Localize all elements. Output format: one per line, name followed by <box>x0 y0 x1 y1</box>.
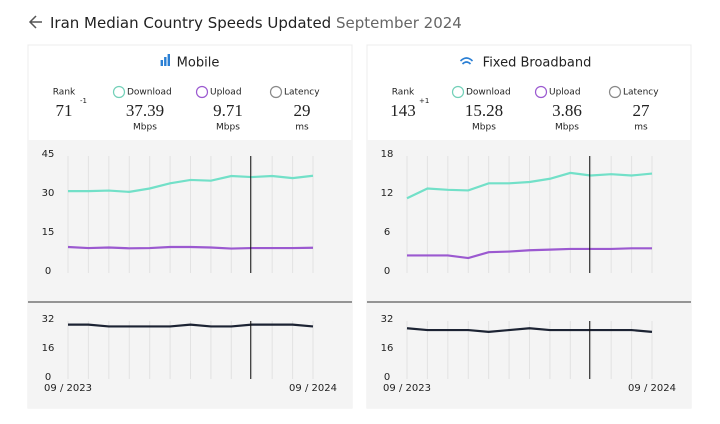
stat-label: Latency <box>284 88 320 98</box>
stat-value: 143 <box>390 101 416 120</box>
stat-label: Upload <box>210 88 242 98</box>
y-tick-label: 32 <box>381 314 394 325</box>
y-tick-label: 0 <box>45 266 51 277</box>
y-tick-label: 18 <box>381 149 394 160</box>
series-line <box>406 171 653 200</box>
wifi-icon <box>459 57 474 65</box>
x-tick-label: 09 / 2024 <box>289 383 337 394</box>
panel-title: Fixed Broadband <box>483 56 592 71</box>
stat-value: 71 <box>56 101 73 120</box>
y-tick-label: 0 <box>45 372 51 383</box>
stat-unit: Mbps <box>472 123 496 133</box>
series-line <box>406 327 653 333</box>
page-title: Iran Median Country Speeds Updated Septe… <box>50 14 462 32</box>
stat-label: Latency <box>623 88 659 98</box>
stat-icon <box>451 85 465 99</box>
stat-label: Download <box>466 88 511 98</box>
title-text: Iran Median Country Speeds Updated <box>50 14 331 32</box>
y-tick-label: 16 <box>42 343 55 354</box>
stat-icon <box>534 85 548 99</box>
stat-value: 29 <box>294 101 311 120</box>
x-tick-label: 09 / 2023 <box>44 383 92 394</box>
y-tick-label: 12 <box>381 188 394 199</box>
y-tick-label: 16 <box>381 343 394 354</box>
stat-icon <box>195 85 209 99</box>
stat-icon <box>269 85 283 99</box>
y-tick-label: 45 <box>42 149 55 160</box>
stat-value: 37.39 <box>126 101 164 120</box>
stat-icon <box>608 85 622 99</box>
stat-value: 15.28 <box>465 101 503 120</box>
y-tick-label: 0 <box>384 372 390 383</box>
stat-icon <box>112 85 126 99</box>
stat-unit: Mbps <box>216 123 240 133</box>
mobile-icon <box>160 60 163 66</box>
title-date: September 2024 <box>336 14 462 32</box>
stat-label: Upload <box>549 88 581 98</box>
x-tick-label: 09 / 2024 <box>628 383 676 394</box>
y-tick-label: 0 <box>384 266 390 277</box>
stat-unit: Mbps <box>555 123 579 133</box>
stat-unit: ms <box>634 123 648 133</box>
stat-value: 27 <box>633 101 651 120</box>
back-arrow[interactable] <box>28 15 42 29</box>
mobile-icon <box>167 54 170 66</box>
series-line <box>68 174 314 193</box>
y-tick-label: 30 <box>42 188 55 199</box>
stat-value: 9.71 <box>213 101 243 120</box>
y-tick-label: 6 <box>384 227 390 238</box>
series-line <box>407 247 652 260</box>
stat-unit: ms <box>295 123 309 133</box>
rank-change: +1 <box>419 97 429 105</box>
stat-value: 3.86 <box>552 101 582 120</box>
panel-title: Mobile <box>177 56 220 71</box>
y-tick-label: 15 <box>42 227 55 238</box>
series-line <box>68 323 314 328</box>
stat-label: Rank <box>392 88 415 98</box>
stat-label: Rank <box>53 88 76 98</box>
rank-change: -1 <box>80 97 87 105</box>
stat-label: Download <box>127 88 172 98</box>
series-line <box>67 245 314 250</box>
y-tick-label: 32 <box>42 314 55 325</box>
stat-unit: Mbps <box>133 123 157 133</box>
x-tick-label: 09 / 2023 <box>383 383 431 394</box>
mobile-icon <box>164 57 167 66</box>
